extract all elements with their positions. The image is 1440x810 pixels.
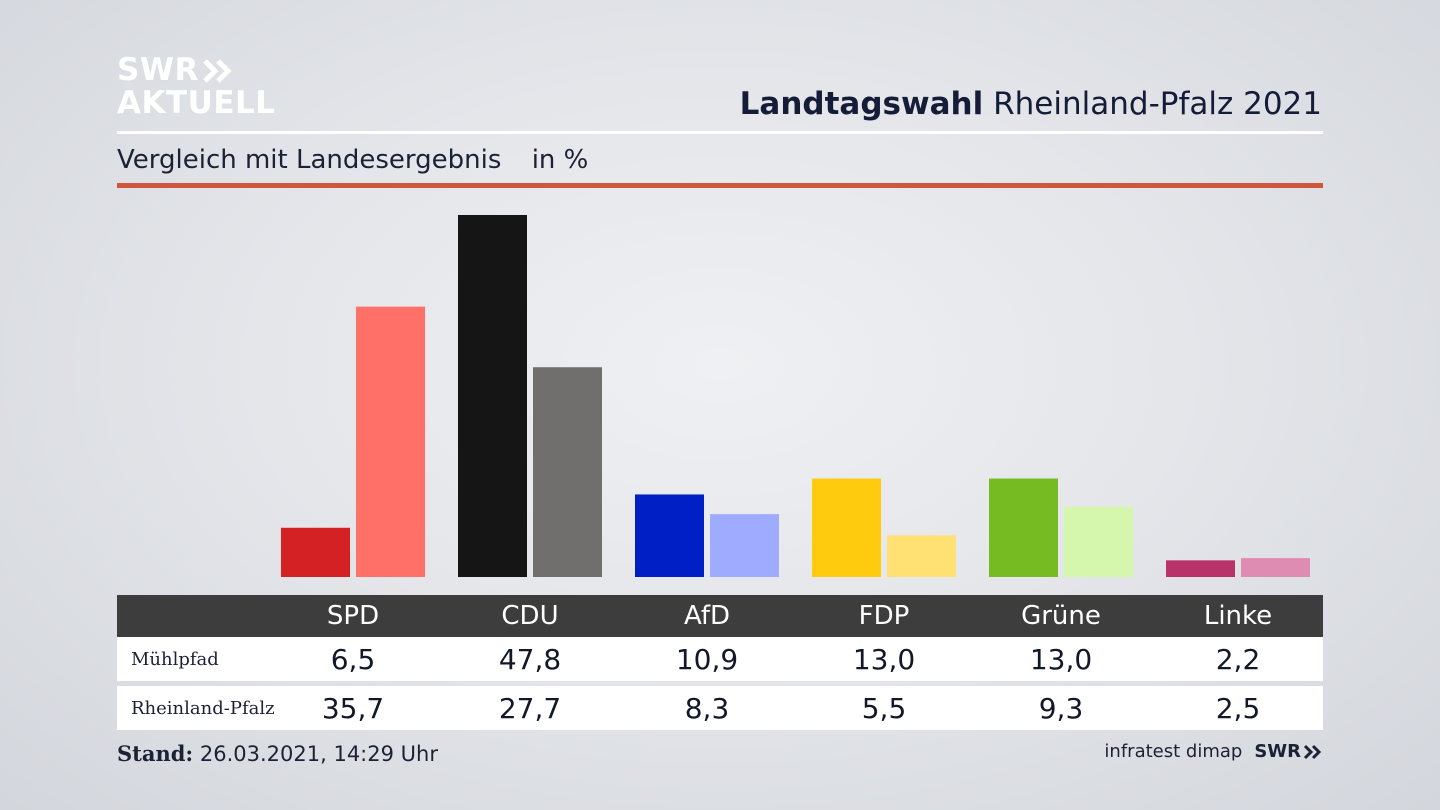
value-spd-muehlpfad: 6,5 xyxy=(330,642,376,676)
title-rest: Rheinland-Pfalz 2021 xyxy=(993,86,1322,122)
bar-afd-rheinland-pfalz xyxy=(710,514,779,577)
subtitle-text: Vergleich mit Landesergebnis xyxy=(117,145,502,175)
source-text: infratest dimap xyxy=(1104,741,1243,762)
logo-swr-text: SWR xyxy=(117,52,199,88)
value-cdu-rheinland-pfalz: 27,7 xyxy=(498,691,562,725)
value-fdp-rheinland-pfalz: 5,5 xyxy=(861,691,907,725)
value-linke-rheinland-pfalz: 2,5 xyxy=(1215,691,1261,725)
value-linke-muehlpfad: 2,2 xyxy=(1215,642,1261,676)
bar-fdp-rheinland-pfalz xyxy=(887,535,956,577)
bar-fdp-muehlpfad xyxy=(812,478,881,577)
source-credit: infratest dimap SWR xyxy=(1104,741,1323,762)
bar-cdu-rheinland-pfalz xyxy=(533,367,602,577)
category-label-fdp: FDP xyxy=(858,601,910,631)
category-label-gruene: Grüne xyxy=(1021,601,1101,631)
swr-aktuell-logo: SWR AKTUELL xyxy=(117,55,276,119)
value-gruene-rheinland-pfalz: 9,3 xyxy=(1038,691,1084,725)
bar-spd-rheinland-pfalz xyxy=(356,306,425,577)
value-gruene-muehlpfad: 13,0 xyxy=(1029,642,1093,676)
double-chevron-icon xyxy=(1303,744,1322,759)
row-label-rheinland-pfalz: Rheinland-Pfalz xyxy=(131,697,275,719)
title-bold: Landtagswahl xyxy=(739,86,984,122)
chart-subtitle: Vergleich mit Landesergebnis in % xyxy=(117,145,588,175)
category-label-linke: Linke xyxy=(1203,601,1273,631)
table-row-rheinland-pfalz: Rheinland-Pfalz 35,7 27,7 8,3 5,5 9,3 2,5 xyxy=(117,686,1323,730)
bar-spd-muehlpfad xyxy=(281,527,350,577)
bar-gruene-rheinland-pfalz xyxy=(1064,506,1133,577)
category-label-cdu: CDU xyxy=(501,601,559,631)
value-spd-rheinland-pfalz: 35,7 xyxy=(321,691,385,725)
footer-swr-logo: SWR xyxy=(1254,741,1323,762)
value-afd-muehlpfad: 10,9 xyxy=(675,642,739,676)
table-row-muehlpfad: Mühlpfad 6,5 47,8 10,9 13,0 13,0 2,2 xyxy=(117,637,1323,681)
timestamp: Stand: 26.03.2021, 14:29 Uhr xyxy=(117,741,438,766)
bar-gruene-muehlpfad xyxy=(989,478,1058,577)
page-title: Landtagswahl Rheinland-Pfalz 2021 xyxy=(740,86,1322,122)
bar-afd-muehlpfad xyxy=(635,494,704,577)
footer-swr-text: SWR xyxy=(1254,741,1301,762)
stand-label: Stand: xyxy=(117,741,194,766)
category-label-spd: SPD xyxy=(326,601,380,631)
unit-label: in % xyxy=(531,145,589,175)
value-cdu-muehlpfad: 47,8 xyxy=(498,642,562,676)
double-chevron-icon xyxy=(203,58,232,83)
value-afd-rheinland-pfalz: 8,3 xyxy=(684,691,730,725)
bar-linke-muehlpfad xyxy=(1166,560,1235,577)
header-divider xyxy=(117,131,1323,134)
accent-divider xyxy=(117,183,1323,188)
value-fdp-muehlpfad: 13,0 xyxy=(852,642,916,676)
bar-linke-rheinland-pfalz xyxy=(1241,558,1310,577)
row-label-muehlpfad: Mühlpfad xyxy=(131,648,219,670)
table-header: SPD CDU AfD FDP Grüne Linke xyxy=(117,595,1323,637)
bar-cdu-muehlpfad xyxy=(458,215,527,577)
stand-value: 26.03.2021, 14:29 Uhr xyxy=(199,742,438,766)
logo-aktuell-text: AKTUELL xyxy=(117,85,276,121)
category-label-afd: AfD xyxy=(683,601,731,631)
